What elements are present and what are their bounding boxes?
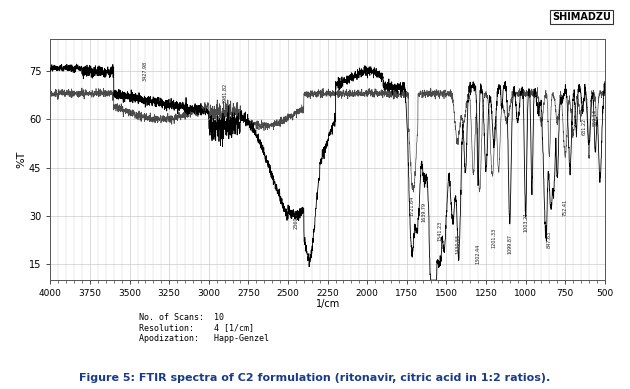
Text: 1302.44: 1302.44 <box>476 244 481 264</box>
Text: SHIMADZU: SHIMADZU <box>553 12 611 22</box>
Text: 752.41: 752.41 <box>563 199 568 216</box>
Text: Figure 5: FTIR spectra of C2 formulation (ritonavir, citric acid in 1:2 ratios).: Figure 5: FTIR spectra of C2 formulation… <box>79 373 551 384</box>
Text: 1099.87: 1099.87 <box>507 234 512 254</box>
Text: 631.22: 631.22 <box>581 118 587 135</box>
Text: 1430.55: 1430.55 <box>455 234 460 254</box>
Text: 3427.98: 3427.98 <box>143 61 148 81</box>
Text: No. of Scans:  10
Resolution:    4 [1/cm]
Apodization:   Happ-Genzel: No. of Scans: 10 Resolution: 4 [1/cm] Ap… <box>139 313 268 343</box>
X-axis label: 1/cm: 1/cm <box>316 300 340 310</box>
Text: 2360.14: 2360.14 <box>294 209 299 229</box>
Text: 1201.33: 1201.33 <box>491 228 496 248</box>
Text: 1721.64: 1721.64 <box>409 196 414 216</box>
Y-axis label: %T: %T <box>16 151 26 168</box>
Text: 847.63: 847.63 <box>547 231 552 248</box>
Text: 2981.82: 2981.82 <box>222 83 227 103</box>
Text: 1541.23: 1541.23 <box>438 221 442 242</box>
Text: 1639.79: 1639.79 <box>421 202 427 222</box>
Text: 559.14: 559.14 <box>593 109 598 126</box>
Text: 1003.21: 1003.21 <box>523 212 528 232</box>
